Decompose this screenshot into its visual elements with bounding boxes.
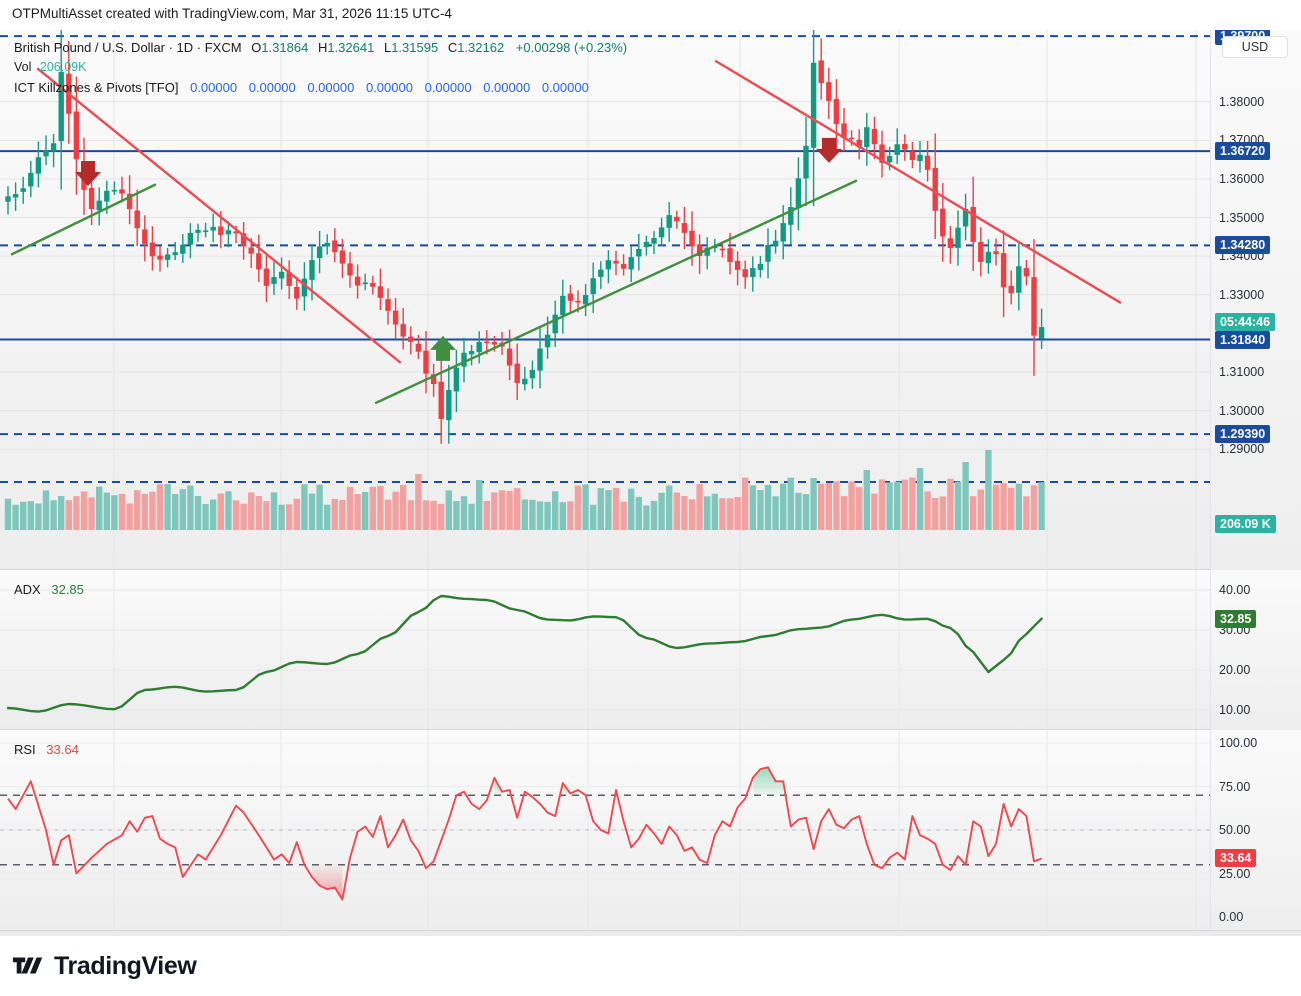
adx-scale[interactable]: 40.00 30.00 20.00 10.00 32.85 xyxy=(1210,570,1301,730)
price-tick: 1.29000 xyxy=(1219,442,1265,457)
attribution-text: OTPMultiAsset created with TradingView.c… xyxy=(12,6,452,21)
legend-rsi-value: 33.64 xyxy=(46,742,79,757)
legend-h-value: 1.32641 xyxy=(327,40,375,55)
legend-vol-value: 206.09K xyxy=(39,60,87,74)
legend-c-value: 1.32162 xyxy=(457,40,505,55)
rsi-legend[interactable]: RSI 33.64 xyxy=(14,742,79,757)
price-tag[interactable]: 1.34280 xyxy=(1215,236,1271,255)
legend-adx-label: ADX xyxy=(14,582,41,597)
price-tag[interactable]: 1.31840 xyxy=(1215,330,1271,349)
legend-h-label: H xyxy=(317,40,328,55)
legend-ict-v4: 0.00000 xyxy=(424,80,472,95)
adx-scale-bg xyxy=(1211,570,1301,730)
rsi-pane-canvas xyxy=(0,730,1210,930)
rsi-pane[interactable] xyxy=(0,730,1210,930)
legend-change: +0.00298 (+0.23%) xyxy=(515,40,628,55)
legend-symbol: British Pound / U.S. Dollar · 1D · FXCM xyxy=(14,40,242,55)
footer: TradingView xyxy=(0,936,1301,996)
adx-tick: 40.00 xyxy=(1219,583,1251,597)
price-tick: 1.36000 xyxy=(1219,171,1265,186)
adx-pane-canvas xyxy=(0,570,1210,730)
legend-c-label: C xyxy=(447,40,458,55)
legend-ict-v3: 0.00000 xyxy=(365,80,413,95)
adx-tick: 20.00 xyxy=(1219,663,1251,677)
rsi-tick: 100.00 xyxy=(1219,736,1258,750)
price-scale[interactable]: 1.38000 1.37000 1.36000 1.35000 1.34000 1.330… xyxy=(1210,30,1301,570)
rsi-value-tag[interactable]: 33.64 xyxy=(1215,849,1257,868)
ict-legend[interactable]: ICT Killzones & Pivots [TFO] 0.00000 0.0… xyxy=(14,80,589,95)
price-tick: 1.35000 xyxy=(1219,210,1265,225)
legend-o-label: O xyxy=(251,40,262,55)
rsi-tick: 0.00 xyxy=(1219,910,1244,924)
pane-separator-1[interactable] xyxy=(0,569,1301,570)
price-tag[interactable]: 05:44:46 xyxy=(1215,312,1276,331)
legend-ict-v1: 0.00000 xyxy=(248,80,296,95)
legend-ict-name: ICT Killzones & Pivots [TFO] xyxy=(14,80,179,95)
legend-ict-v5: 0.00000 xyxy=(483,80,531,95)
price-tick: 1.31000 xyxy=(1219,364,1265,379)
legend-o-value: 1.31864 xyxy=(261,40,309,55)
price-pane-canvas xyxy=(0,30,1210,570)
legend-adx-value: 32.85 xyxy=(51,582,84,597)
currency-badge[interactable]: USD xyxy=(1222,36,1288,58)
rsi-tick: 50.00 xyxy=(1219,823,1251,837)
rsi-tick: 25.00 xyxy=(1219,866,1251,881)
legend-ict-v2: 0.00000 xyxy=(307,80,355,95)
adx-value-tag[interactable]: 32.85 xyxy=(1215,609,1257,628)
chart-frame: 1.38000 1.37000 1.36000 1.35000 1.34000 1.330… xyxy=(0,30,1301,965)
adx-pane[interactable] xyxy=(0,570,1210,730)
price-tick: 1.38000 xyxy=(1219,94,1265,109)
price-tag[interactable]: 206.09 K xyxy=(1215,515,1276,533)
price-scale-bg xyxy=(1211,30,1301,570)
price-tick: 1.30000 xyxy=(1219,403,1265,418)
price-pane[interactable] xyxy=(0,30,1210,570)
legend-ict-v0: 0.00000 xyxy=(190,80,238,95)
tradingview-logo-icon xyxy=(12,954,46,978)
price-tag[interactable]: 1.29390 xyxy=(1215,425,1271,444)
rsi-scale-bg xyxy=(1211,730,1301,930)
pane-separator-2[interactable] xyxy=(0,729,1301,730)
legend-vol-label: Vol xyxy=(14,60,32,74)
legend-ict-v6: 0.00000 xyxy=(541,80,589,95)
legend-rsi-label: RSI xyxy=(14,742,36,757)
price-tick: 1.33000 xyxy=(1219,287,1265,302)
symbol-legend[interactable]: British Pound / U.S. Dollar · 1D · FXCM … xyxy=(14,40,627,55)
rsi-tick: 75.00 xyxy=(1219,779,1251,794)
volume-legend[interactable]: Vol 206.09K xyxy=(14,60,86,74)
adx-tick: 10.00 xyxy=(1219,703,1251,717)
adx-legend[interactable]: ADX 32.85 xyxy=(14,582,84,597)
legend-l-label: L xyxy=(383,40,392,55)
legend-l-value: 1.31595 xyxy=(391,40,439,55)
brand-name: TradingView xyxy=(54,951,197,980)
rsi-scale[interactable]: 100.00 75.00 50.00 25.00 0.00 33.64 xyxy=(1210,730,1301,930)
price-tag[interactable]: 1.36720 xyxy=(1215,142,1271,161)
